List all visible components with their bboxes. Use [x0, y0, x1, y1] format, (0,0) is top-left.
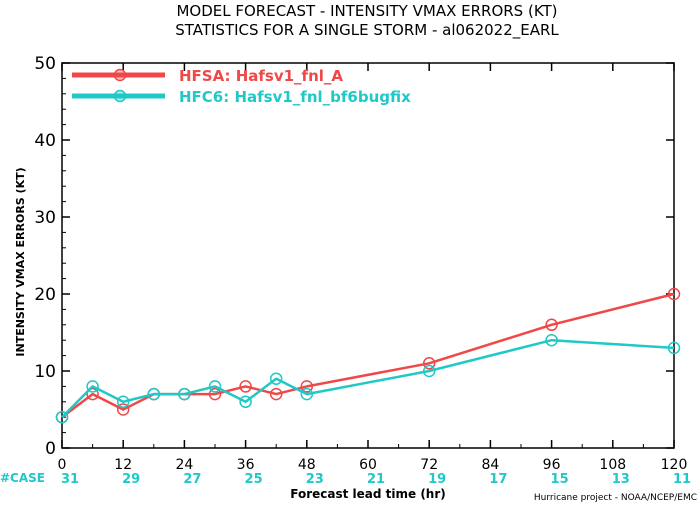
series-1-point — [239, 380, 252, 393]
series-2-point — [147, 387, 161, 401]
y-axis-label: INTENSITY VMAX ERRORS (KT) — [14, 167, 27, 356]
x-tick-label: 48 — [298, 457, 316, 473]
series-1-point — [667, 287, 681, 301]
case-count: 27 — [183, 472, 201, 487]
legend-label-1: HFSA: Hafsv1_fnl_A — [179, 67, 343, 85]
series-1-point — [422, 357, 436, 370]
series-1-point — [116, 403, 130, 416]
case-count: 21 — [367, 472, 385, 487]
series-layer — [55, 287, 681, 424]
y-tick-label: 20 — [34, 285, 56, 305]
x-tick-label: 36 — [237, 457, 255, 473]
case-count: 31 — [61, 472, 79, 487]
x-tick-label: 108 — [599, 457, 626, 473]
series-2-point — [422, 364, 436, 378]
chart-subtitle: STATISTICS FOR A SINGLE STORM - al062022… — [175, 21, 559, 40]
case-count: 29 — [122, 472, 140, 487]
case-label: #CASE — [0, 471, 45, 485]
legend: HFSA: Hafsv1_fnl_A HFC6: Hafsv1_fnl_bf6bu… — [72, 67, 411, 106]
series-2-point — [269, 372, 283, 385]
x-tick-label: 24 — [175, 457, 193, 473]
series-2-point — [55, 410, 69, 424]
case-count: 19 — [428, 472, 446, 487]
x-tick-label: 84 — [481, 457, 499, 473]
legend-marker-2 — [113, 89, 127, 103]
x-axis: 0 12 24 36 48 60 72 84 96 108 120 — [58, 63, 688, 473]
case-count: 13 — [612, 472, 630, 487]
series-2-point — [116, 395, 130, 409]
series-2-point — [86, 380, 99, 393]
series-2-point — [239, 395, 252, 409]
legend-label-2: HFC6: Hafsv1_fnl_bf6bugfix — [179, 88, 411, 106]
series-2-point — [545, 333, 558, 347]
series-1-point — [208, 387, 222, 401]
chart-title: MODEL FORECAST - INTENSITY VMAX ERRORS (… — [176, 2, 557, 20]
y-tick-label: 0 — [45, 439, 56, 459]
series-2-point — [667, 341, 681, 355]
series-2-point — [300, 387, 314, 401]
series-1-point — [545, 318, 558, 332]
legend-marker-1 — [113, 68, 127, 82]
series-2-point — [178, 387, 191, 401]
series-line-2 — [61, 338, 675, 419]
y-tick-label: 40 — [34, 131, 56, 151]
x-tick-label: 12 — [114, 457, 132, 473]
x-tick-label: 96 — [543, 457, 561, 473]
y-tick-label: 30 — [34, 208, 56, 228]
x-tick-label: 72 — [420, 457, 438, 473]
credit-text: Hurricane project - NOAA/NCEP/EMC — [534, 493, 697, 503]
plot-frame — [61, 62, 675, 449]
series-2-point — [208, 380, 222, 393]
y-tick-label: 50 — [34, 54, 56, 74]
case-count: 25 — [245, 472, 263, 487]
case-count: 23 — [306, 472, 324, 487]
case-counts: 31 29 27 25 23 21 19 17 15 13 11 — [61, 472, 691, 487]
series-1-point — [86, 387, 99, 401]
case-count: 17 — [489, 472, 507, 487]
y-axis: 0 10 20 30 40 50 — [34, 54, 674, 459]
case-count: 11 — [673, 472, 691, 487]
x-tick-label: 60 — [359, 457, 377, 473]
series-1-point — [300, 380, 314, 393]
series-line-1 — [61, 292, 675, 419]
series-1-point — [269, 387, 283, 401]
x-tick-label: 120 — [661, 457, 688, 473]
x-axis-label: Forecast lead time (hr) — [290, 487, 446, 501]
x-tick-label: 0 — [58, 457, 67, 473]
case-count: 15 — [551, 472, 569, 487]
y-tick-label: 10 — [34, 362, 56, 382]
